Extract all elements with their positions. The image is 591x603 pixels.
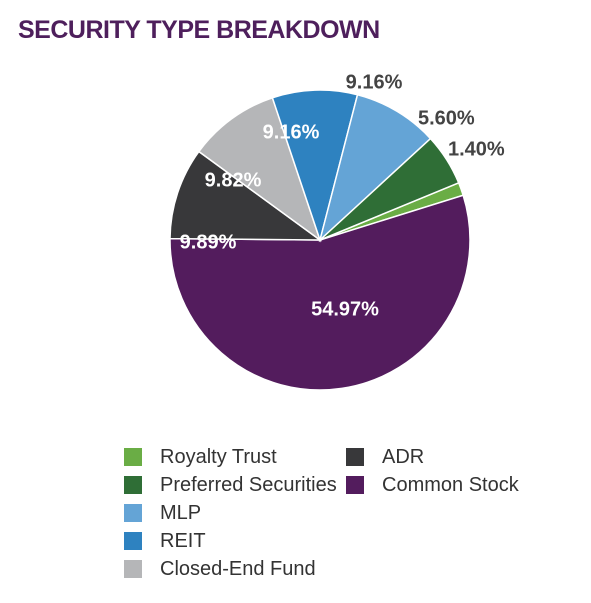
- legend-item-royalty-trust: Royalty Trust: [124, 443, 337, 471]
- legend-label: Preferred Securities: [160, 473, 337, 496]
- legend-swatch: [124, 448, 142, 466]
- slice-label-mlp: 9.16%: [346, 71, 403, 93]
- legend-swatch: [346, 476, 364, 494]
- legend-label: Royalty Trust: [160, 445, 277, 468]
- slice-label-royalty-trust: 1.40%: [448, 138, 505, 160]
- pie-slice-common-stock: [169, 194, 471, 391]
- legend-item-mlp: MLP: [124, 499, 337, 527]
- legend-label: ADR: [382, 445, 425, 468]
- slice-label-preferred-securities: 5.60%: [418, 107, 475, 129]
- pie-slice-mlp: [318, 93, 432, 243]
- slice-label-common-stock: 54.97%: [311, 298, 379, 320]
- legend-item-adr: ADR: [346, 443, 519, 471]
- legend-swatch: [124, 560, 142, 578]
- pie-chart: 1.40% 54.97% 9.89% 9.82% 9.16% 9.16% 5.60%: [169, 71, 505, 391]
- pie-slice-adr: [169, 150, 323, 241]
- legend-label: Closed-End Fund: [160, 557, 316, 580]
- pie-slice-reit: [271, 89, 359, 243]
- legend-swatch: [124, 476, 142, 494]
- chart-title: SECURITY TYPE BREAKDOWN: [18, 16, 380, 44]
- legend-right: ADR Common Stock: [346, 443, 519, 499]
- legend-label: MLP: [160, 501, 202, 524]
- slice-label-reit: 9.16%: [263, 121, 320, 143]
- legend-item-reit: REIT: [124, 527, 337, 555]
- pie-slice-closed-end-fund: [197, 96, 322, 242]
- slice-label-closed-end-fund: 9.82%: [205, 169, 262, 191]
- legend-swatch: [346, 448, 364, 466]
- legend-item-common-stock: Common Stock: [346, 471, 519, 499]
- legend-item-closed-end-fund: Closed-End Fund: [124, 555, 337, 583]
- slice-label-adr: 9.89%: [180, 231, 237, 253]
- pie-slice-preferred-securities: [319, 137, 460, 241]
- legend-label: Common Stock: [382, 473, 519, 496]
- legend-swatch: [124, 532, 142, 550]
- legend-left: Royalty Trust Preferred Securities MLP REIT…: [124, 443, 337, 583]
- legend-label: REIT: [160, 529, 206, 552]
- legend-item-preferred-securities: Preferred Securities: [124, 471, 337, 499]
- legend-swatch: [124, 504, 142, 522]
